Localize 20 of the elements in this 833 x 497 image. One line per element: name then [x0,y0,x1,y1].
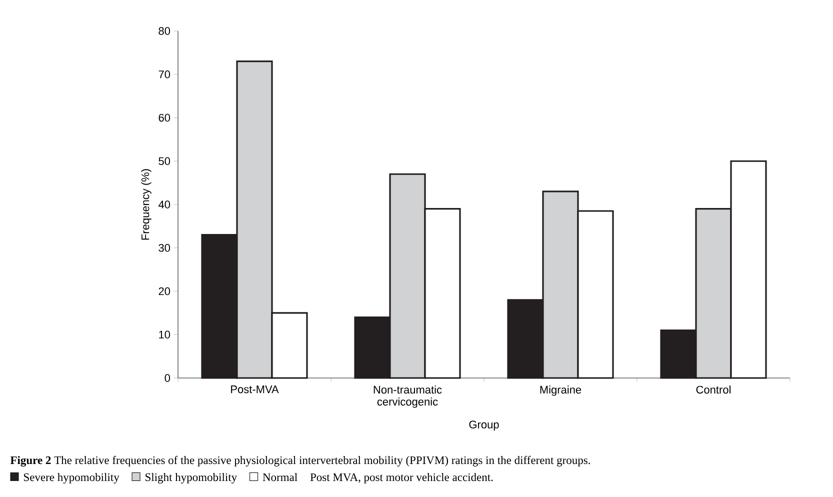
text: Figure 2 The relative frequencies of the passive physiological intervertebral mobility (PPIVM) ratings in the different groups. [10,456,590,467]
legend-label: Severe hypomobility [24,473,120,484]
y-axis-title: Frequency (%) [141,169,152,240]
y-tick-label: 40 [158,200,170,208]
y-tick-label: 50 [158,157,170,166]
y-tick-label: 20 [158,287,170,296]
y-tick-label: 30 [158,244,170,252]
x-tick-label: Migraine [540,386,582,396]
y-tick-label: 80 [158,27,170,35]
y-tick-label: 70 [158,70,170,78]
text: Post MVA, post motor vehicle accident. [310,473,493,484]
y-tick-label: 0 [164,374,170,382]
x-axis-title: Group [469,420,499,431]
legend-label: Slight hypomobility [146,473,238,484]
x-tick-label: Control [696,386,730,394]
y-tick-label: 10 [159,330,170,339]
x-tick-label: Non-traumatic cervicogenic [374,386,442,408]
legend-label: Normal [262,473,298,482]
x-tick-label: Post-MVA [231,386,279,394]
y-tick-label: 60 [158,114,170,122]
